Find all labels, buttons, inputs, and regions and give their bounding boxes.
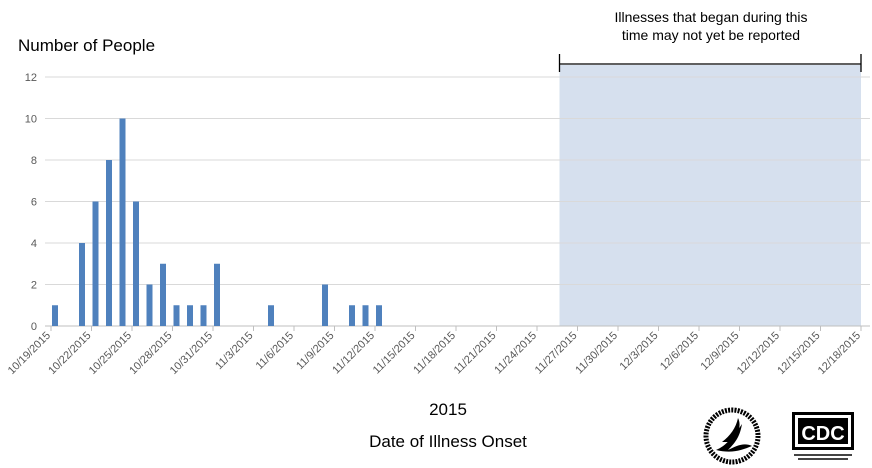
bar: [119, 118, 126, 326]
bar: [106, 160, 112, 326]
annotation: Illnesses that began during this time ma…: [560, 8, 862, 44]
x-axis-title: Date of Illness Onset: [369, 432, 527, 451]
x-tick-label: 11/12/2015: [330, 330, 377, 377]
x-tick-label: 11/27/2015: [533, 330, 580, 377]
x-tick-label: 10/28/2015: [127, 330, 174, 377]
bar: [187, 305, 193, 326]
bar: [52, 305, 58, 326]
bar: [133, 201, 139, 326]
y-tick-label: 0: [31, 321, 37, 333]
bar: [376, 305, 382, 326]
annotation-line-1: Illnesses that began during this: [614, 9, 808, 25]
svg-text:CDC: CDC: [801, 423, 844, 445]
y-tick-label: 12: [25, 72, 37, 84]
x-tick-label: 11/15/2015: [371, 330, 418, 377]
shaded-region: [559, 65, 861, 326]
bar: [160, 263, 166, 326]
y-tick-label: 2: [31, 280, 37, 292]
bar: [349, 305, 355, 326]
plot-area: 02468101210/19/201510/22/201510/25/20151…: [6, 54, 870, 377]
y-tick-label: 8: [31, 155, 37, 167]
bar: [146, 284, 153, 326]
y-axis-title: Number of People: [18, 36, 156, 55]
bar: [79, 243, 85, 326]
x-tick-label: 12/15/2015: [775, 330, 822, 377]
bar: [173, 305, 180, 326]
x-tick-label: 11/9/2015: [294, 330, 337, 373]
x-tick-label: 11/3/2015: [213, 330, 256, 373]
bar: [322, 284, 328, 326]
y-tick-label: 6: [31, 197, 37, 209]
bar: [214, 263, 220, 326]
x-tick-label: 10/19/2015: [6, 330, 53, 377]
x-tick-label: 11/6/2015: [254, 330, 297, 373]
x-tick-label: 11/21/2015: [452, 330, 499, 377]
x-tick-label: 12/18/2015: [816, 330, 863, 377]
y-tick-label: 4: [31, 238, 37, 250]
bar: [362, 305, 369, 326]
bar: [92, 201, 99, 326]
bar: [200, 305, 207, 326]
annotation-line-2: time may not yet be reported: [621, 27, 801, 43]
bar: [268, 305, 274, 326]
x-tick-label: 12/3/2015: [618, 330, 661, 373]
x-tick-label: 12/9/2015: [699, 330, 742, 373]
x-tick-label: 10/22/2015: [46, 330, 93, 377]
y-tick-label: 10: [25, 114, 37, 126]
year-label: 2015: [429, 400, 467, 419]
x-tick-label: 11/24/2015: [492, 330, 539, 377]
cdc-logo: CDC: [792, 412, 854, 460]
x-tick-label: 10/31/2015: [168, 330, 215, 377]
x-tick-label: 11/18/2015: [411, 330, 458, 377]
x-tick-label: 12/6/2015: [658, 330, 701, 373]
x-tick-label: 12/12/2015: [735, 330, 782, 377]
x-tick-label: 11/30/2015: [573, 330, 620, 377]
x-tick-label: 10/25/2015: [87, 330, 134, 377]
hhs-logo: [703, 407, 761, 465]
